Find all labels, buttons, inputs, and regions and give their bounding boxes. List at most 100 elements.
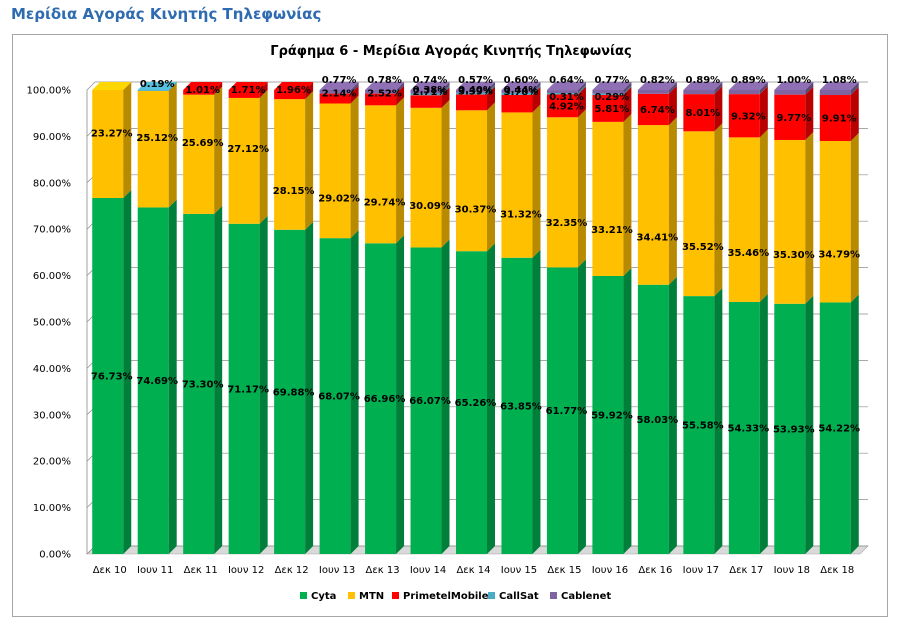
bar-segment-mtn [546, 117, 578, 268]
x-tick-label: Ιουν 14 [410, 565, 446, 576]
bar-side-cyta [441, 239, 450, 555]
bar-segment-cyta [592, 275, 624, 554]
data-label-primetelmobile: 3.39% [458, 87, 493, 98]
legend-swatch-cablenet [550, 592, 557, 599]
bar-top-face [592, 82, 632, 90]
bar-side-cyta [123, 189, 132, 555]
data-label-mtn: 23.27% [91, 129, 133, 140]
data-label-primetelmobile: 2.14% [322, 89, 357, 100]
bar-side-cablenet [623, 82, 632, 94]
data-label-mtn: 29.02% [318, 193, 360, 204]
bar-segment-mtn [774, 139, 806, 304]
bar-top-face [92, 82, 132, 90]
x-tick-label: Δεκ 14 [456, 565, 490, 576]
legend-label-primetelmobile: PrimetelMobile [403, 591, 489, 602]
data-label-primetelmobile: 8.01% [686, 108, 721, 119]
bar-top-face [774, 82, 814, 90]
bar-segment-callsat [137, 90, 169, 91]
y-tick-label: 30.00% [33, 410, 71, 421]
x-tick-label: Δεκ 17 [729, 565, 763, 576]
data-label-mtn: 31.32% [500, 210, 542, 221]
x-tick-label: Δεκ 11 [184, 565, 218, 576]
bar-segment-cablenet [728, 90, 760, 95]
data-label-cyta: 61.77% [546, 406, 588, 417]
data-label-primetelmobile: 9.32% [731, 111, 766, 122]
data-label-mtn: 28.15% [273, 186, 315, 197]
data-label-mtn: 30.37% [455, 204, 497, 215]
data-label-mtn: 35.46% [727, 248, 769, 259]
bar-segment-mtn [683, 131, 715, 297]
data-label-cyta: 63.85% [500, 401, 542, 412]
bar-segment-mtn [501, 112, 533, 258]
data-label-primetelmobile: 9.91% [822, 114, 857, 125]
bar-side-cablenet [577, 82, 586, 94]
bar-side-cyta [532, 249, 541, 554]
x-tick-label: Ιουν 16 [592, 565, 628, 576]
bar-segment-cablenet [319, 90, 351, 94]
data-label-cablenet: 0.82% [640, 75, 675, 86]
bar-side-cyta [168, 199, 177, 554]
bar-side-cablenet [350, 82, 359, 94]
data-label-cablenet: 0.57% [458, 75, 493, 86]
bar-side-cyta [305, 221, 314, 554]
bar-side-mtn [714, 123, 723, 297]
data-label-cablenet: 0.74% [413, 75, 448, 86]
bar-side-callsat [623, 85, 632, 95]
bar-segment-mtn [319, 103, 351, 239]
data-label-cablenet: 0.77% [595, 75, 630, 86]
bar-segment-cablenet [637, 90, 669, 94]
legend-swatch-mtn [348, 592, 355, 599]
x-tick-label: Δεκ 10 [93, 565, 127, 576]
y-tick-label: 20.00% [33, 457, 71, 468]
bar-side-callsat [532, 84, 541, 95]
bar-segment-mtn [274, 99, 306, 230]
bar-segment-cyta [183, 213, 215, 554]
y-tick-label: 80.00% [33, 178, 71, 189]
data-label-primetelmobile: 5.81% [595, 104, 630, 115]
x-tick-label: Δεκ 12 [275, 565, 309, 576]
bar-segment-cyta [319, 238, 351, 554]
bar-side-cablenet [441, 82, 450, 94]
bar-segment-mtn [592, 121, 624, 276]
bar-segment-callsat [410, 93, 442, 96]
bar-segment-cyta [546, 267, 578, 554]
bar-side-cyta [850, 294, 859, 554]
bar-side-mtn [168, 82, 177, 208]
legend-label-cablenet: Cablenet [561, 591, 611, 602]
bar-segment-cablenet [592, 90, 624, 94]
bar-side-primetelmobile [714, 86, 723, 132]
data-label-cyta: 69.88% [273, 387, 315, 398]
bar-top-face [546, 82, 586, 91]
legend-swatch-primetelmobile [392, 592, 399, 599]
bar-segment-cablenet [456, 90, 487, 93]
bar-segment-cyta [137, 207, 169, 554]
bar-top-face [183, 82, 223, 90]
bar-side-primetelmobile [805, 86, 814, 140]
y-tick-label: 70.00% [33, 225, 71, 236]
bar-side-cablenet [532, 82, 541, 93]
bar-side-cablenet [850, 82, 859, 96]
bar-segment-cyta [410, 247, 442, 555]
y-tick-label: 40.00% [33, 364, 71, 375]
bar-segment-primetelmobile [819, 95, 851, 141]
bar-side-cablenet [805, 82, 814, 95]
data-label-mtn: 35.52% [682, 242, 724, 253]
data-label-mtn: 27.12% [227, 144, 269, 155]
bar-segment-primetelmobile [592, 94, 624, 122]
bar-top-face [319, 82, 359, 90]
bar-side-mtn [259, 89, 268, 224]
bar-top-face [137, 82, 177, 90]
bar-side-primetelmobile [759, 86, 768, 138]
bar-top-face [819, 82, 859, 90]
bar-side-mtn [532, 104, 541, 258]
bar-top-face [274, 82, 314, 91]
bar-segment-cyta [228, 223, 260, 555]
bar-segment-cyta [365, 243, 397, 554]
bar-segment-primetelmobile [183, 90, 215, 95]
x-tick-label: Δεκ 16 [638, 565, 672, 576]
bar-segment-cyta [274, 229, 306, 554]
bar-side-primetelmobile [441, 87, 450, 108]
bar-top-face [501, 82, 541, 91]
bar-segment-mtn [183, 94, 215, 214]
bar-side-primetelmobile [214, 82, 223, 95]
